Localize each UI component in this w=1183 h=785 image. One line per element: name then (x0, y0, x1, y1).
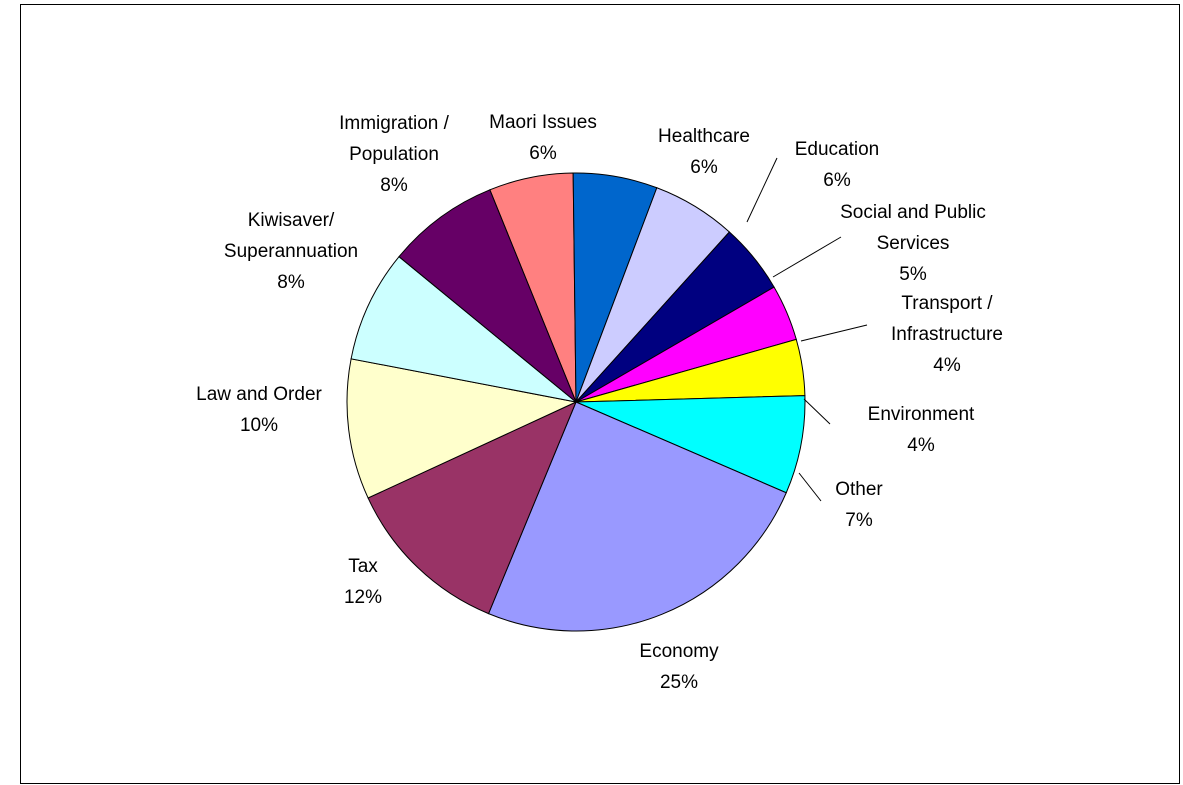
pie-slice-immigration-population (398, 189, 577, 403)
slice-name-line: Other (835, 479, 883, 500)
pie-slice-law-and-order (346, 358, 578, 499)
labels-layer: Maori Issues 6% Healthcare 6% Education 6% Soc… (196, 112, 1003, 693)
slice-name-line: Superannuation (224, 241, 358, 262)
slice-label-environment: Environment 4% (868, 404, 975, 456)
slice-label-kiwisaver-superannuation: Kiwisaver/Superannuation 8% (224, 210, 358, 293)
slices-layer (346, 172, 806, 632)
pie-slice-kiwisaver-superannuation (350, 255, 577, 403)
slice-label-immigration-population: Immigration / Population 8% (339, 113, 450, 196)
slice-label-law-and-order: Law and Order 10% (196, 384, 322, 436)
leader-line-environment (803, 398, 831, 425)
slice-name-line: Healthcare (658, 126, 750, 147)
slice-name-line: Social and Public (840, 202, 986, 223)
chart-area: Maori Issues 6% Healthcare 6% Education 6% Soc… (20, 4, 1180, 784)
slice-percent: 7% (845, 510, 873, 531)
pie-chart: Maori Issues 6% Healthcare 6% Education 6% Soc… (196, 112, 1003, 693)
slice-percent: 25% (660, 672, 698, 693)
leader-lines (746, 157, 868, 502)
slice-percent: 8% (277, 272, 305, 293)
slice-name-line: Services (877, 233, 950, 254)
slice-name-line: Law and Order (196, 384, 322, 405)
slice-label-tax: Tax 12% (344, 556, 382, 608)
slice-label-maori-issues: Maori Issues 6% (489, 112, 597, 164)
slice-name-line: Transport / (901, 293, 993, 314)
slice-label-education: Education 6% (795, 139, 880, 191)
pie-slice-economy (487, 401, 787, 632)
slice-percent: 4% (907, 435, 935, 456)
slice-percent: 5% (899, 264, 927, 285)
slice-label-economy: Economy 25% (639, 641, 719, 693)
leader-line-transport-infrastructure (800, 324, 868, 342)
slice-label-transport-infrastructure: Transport / Infrastructure 4% (891, 293, 1003, 376)
slice-label-social-and-public-services: Social and Public Services 5% (840, 202, 986, 285)
slice-percent: 6% (690, 157, 718, 178)
slice-label-healthcare: Healthcare 6% (658, 126, 750, 178)
pie-slice-tax (367, 401, 577, 615)
slice-name-line: Economy (639, 641, 719, 662)
slice-percent: 10% (240, 415, 278, 436)
leader-line-education (746, 157, 778, 223)
slice-percent: 12% (344, 587, 382, 608)
slice-percent: 4% (933, 355, 961, 376)
slice-percent: 6% (823, 170, 851, 191)
slice-percent: 6% (529, 143, 557, 164)
slice-name-line: Kiwisaver/ (248, 210, 335, 231)
slice-name-line: Immigration / (339, 113, 450, 134)
leader-line-other (798, 472, 822, 502)
leader-line-social-and-public-services (772, 236, 842, 278)
slice-name-line: Tax (348, 556, 378, 577)
slice-percent: 8% (380, 175, 408, 196)
slice-name-line: Maori Issues (489, 112, 597, 133)
slice-name-line: Population (349, 144, 439, 165)
slice-name-line: Environment (868, 404, 975, 425)
slice-name-line: Infrastructure (891, 324, 1003, 345)
slice-label-other: Other 7% (835, 479, 883, 531)
slice-name-line: Education (795, 139, 880, 160)
